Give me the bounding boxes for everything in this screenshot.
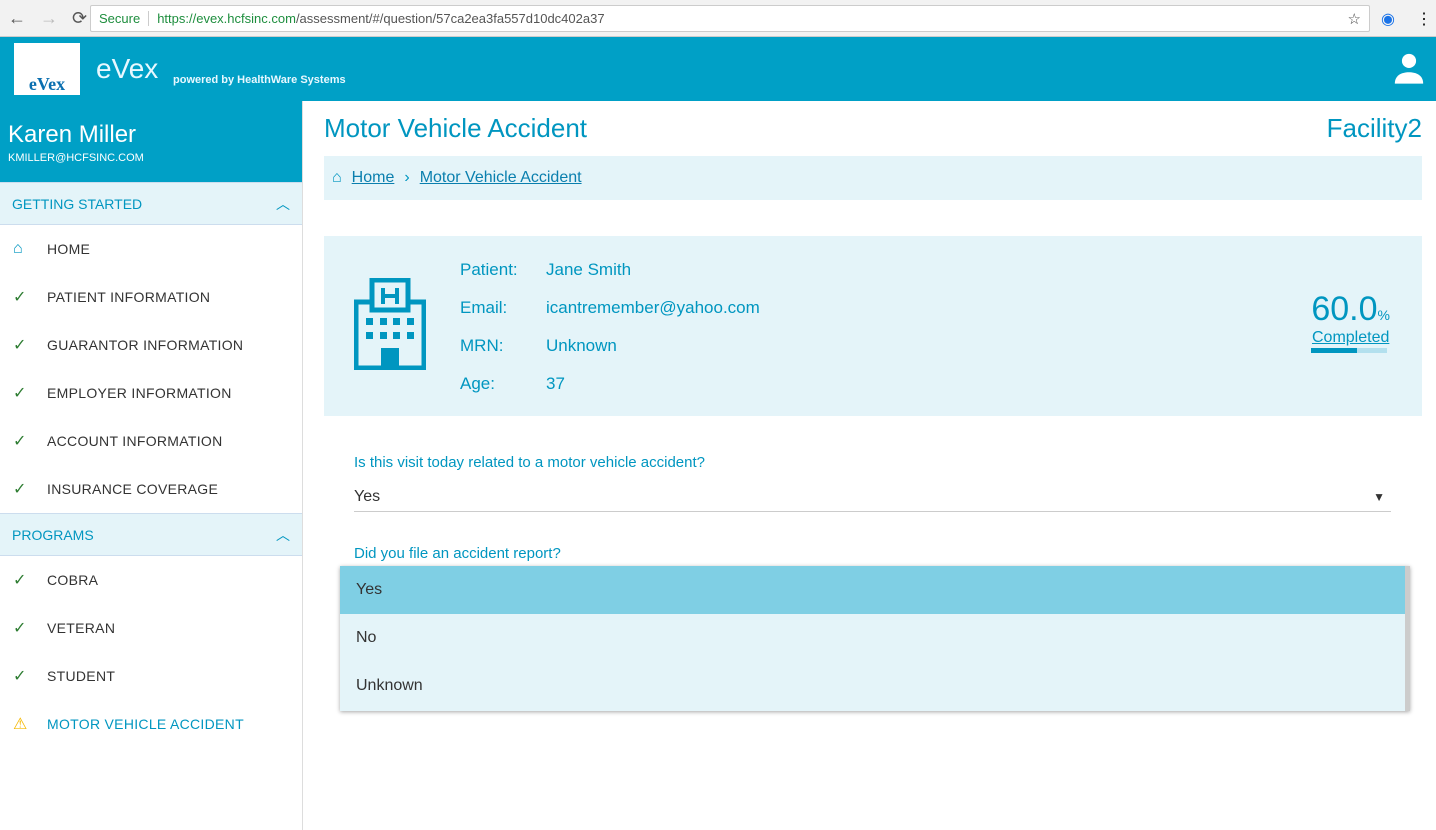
breadcrumb-current[interactable]: Motor Vehicle Accident bbox=[419, 169, 582, 186]
patient-card: Patient: Jane Smith Email: icantremember@y… bbox=[324, 236, 1422, 416]
breadcrumb-home[interactable]: Home bbox=[351, 169, 395, 186]
completed-label: Completed bbox=[1311, 329, 1390, 346]
accident-report-dropdown[interactable]: Yes No Unknown bbox=[340, 566, 1410, 711]
option-no[interactable]: No bbox=[356, 629, 377, 646]
star-icon[interactable]: ☆ bbox=[1347, 10, 1361, 28]
section-getting-started[interactable]: GETTING STARTED ︿ bbox=[0, 182, 302, 225]
app-header: eVex eVex powered by HealthWare Systems bbox=[0, 37, 1436, 101]
sidebar-item-veteran[interactable]: ✓ VETERAN bbox=[0, 604, 302, 652]
home-icon: ⌂ bbox=[332, 169, 342, 186]
patient-age: 37 bbox=[546, 374, 565, 393]
secure-label: Secure bbox=[99, 11, 150, 26]
address-bar[interactable]: Secure https://evex.hcfsinc.com/assessme… bbox=[90, 5, 1370, 32]
sidebar-item-employer[interactable]: ✓ EMPLOYER INFORMATION bbox=[0, 369, 302, 417]
sidebar-item-insurance[interactable]: ✓ INSURANCE COVERAGE bbox=[0, 465, 302, 513]
question-2: Did you file an accident report? bbox=[354, 545, 561, 562]
back-icon[interactable]: ← bbox=[8, 7, 26, 28]
breadcrumb: ⌂ Home › Motor Vehicle Accident bbox=[324, 156, 1422, 200]
check-icon: ✓ bbox=[13, 620, 27, 637]
page-title: Motor Vehicle Accident bbox=[324, 113, 588, 143]
warning-icon: ⚠ bbox=[13, 716, 28, 733]
profile-email: KMILLER@HCFSINC.COM bbox=[8, 152, 144, 164]
sidebar-item-guarantor[interactable]: ✓ GUARANTOR INFORMATION bbox=[0, 321, 302, 369]
powered-by: powered by HealthWare Systems bbox=[173, 74, 346, 86]
hospital-icon bbox=[354, 278, 426, 370]
facility-name: Facility2 bbox=[1326, 113, 1422, 143]
patient-name: Jane Smith bbox=[546, 260, 632, 279]
question-1: Is this visit today related to a motor v… bbox=[354, 454, 706, 471]
profile-name: Karen Miller bbox=[8, 121, 137, 148]
dropdown-arrow-icon: ▼ bbox=[1373, 490, 1385, 504]
check-icon: ✓ bbox=[13, 337, 27, 354]
chevron-up-icon: ︿ bbox=[276, 195, 290, 212]
age-label: Age: bbox=[460, 374, 495, 393]
check-icon: ✓ bbox=[13, 668, 27, 685]
menu-icon[interactable]: ⋮ bbox=[1416, 11, 1432, 28]
option-unknown[interactable]: Unknown bbox=[356, 677, 423, 694]
sidebar-item-patient[interactable]: ✓ PATIENT INFORMATION bbox=[0, 273, 302, 321]
email-label: Email: bbox=[460, 298, 508, 317]
chevron-up-icon: ︿ bbox=[276, 526, 290, 543]
sidebar-item-mva[interactable]: ⚠ MOTOR VEHICLE ACCIDENT bbox=[0, 700, 302, 748]
brand: eVex bbox=[96, 53, 159, 84]
reload-icon[interactable]: ⟳ bbox=[72, 7, 88, 28]
progress-bar bbox=[1311, 348, 1388, 353]
sidebar-item-account[interactable]: ✓ ACCOUNT INFORMATION bbox=[0, 417, 302, 465]
completion: 60.0% Completed bbox=[1311, 290, 1390, 353]
user-icon[interactable] bbox=[1392, 51, 1426, 85]
logo: eVex bbox=[14, 43, 80, 95]
home-icon: ⌂ bbox=[13, 240, 23, 257]
check-icon: ✓ bbox=[13, 289, 27, 306]
check-icon: ✓ bbox=[13, 385, 27, 402]
sidebar-item-student[interactable]: ✓ STUDENT bbox=[0, 652, 302, 700]
url-host: https://evex.hcfsinc.com bbox=[157, 11, 296, 26]
extension-icon[interactable]: ◉ bbox=[1381, 11, 1395, 28]
chevron-right-icon: › bbox=[404, 169, 410, 186]
mrn-label: MRN: bbox=[460, 336, 504, 355]
sidebar-item-home[interactable]: ⌂ HOME bbox=[0, 225, 302, 273]
percent-value: 60.0 bbox=[1311, 290, 1378, 328]
check-icon: ✓ bbox=[13, 572, 27, 589]
mva-select[interactable]: Yes ▼ bbox=[354, 488, 1391, 512]
main-content: Motor Vehicle Accident Facility2 ⌂ Home ›… bbox=[324, 101, 1422, 711]
sidebar-item-cobra[interactable]: ✓ COBRA bbox=[0, 556, 302, 604]
check-icon: ✓ bbox=[13, 481, 27, 498]
section-programs[interactable]: PROGRAMS ︿ bbox=[0, 513, 302, 556]
patient-email: icantremember@yahoo.com bbox=[546, 298, 760, 317]
patient-mrn: Unknown bbox=[546, 336, 617, 355]
url-path: /assessment/#/question/57ca2ea3fa557d10d… bbox=[295, 11, 605, 26]
forward-icon[interactable]: → bbox=[40, 7, 58, 28]
check-icon: ✓ bbox=[13, 433, 27, 450]
sidebar: Karen Miller KMILLER@HCFSINC.COM GETTING … bbox=[0, 101, 303, 830]
patient-label: Patient: bbox=[460, 260, 518, 279]
option-yes[interactable]: Yes bbox=[340, 566, 1405, 614]
